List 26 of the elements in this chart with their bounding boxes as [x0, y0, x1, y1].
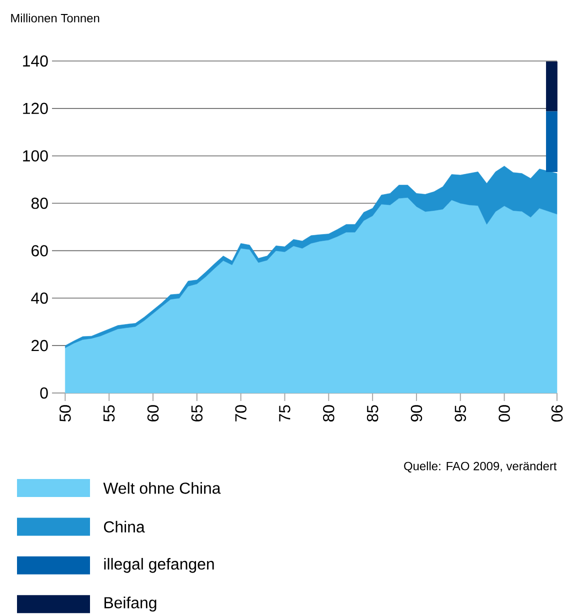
legend-label: Welt ohne China	[103, 482, 221, 494]
x-tick-label: 70	[235, 405, 246, 422]
y-tick-label: 60	[32, 245, 48, 256]
legend-label: China	[104, 520, 145, 533]
x-tick-label: 55	[104, 405, 115, 422]
x-tick-label: 06	[551, 405, 563, 422]
x-tick-label: 80	[323, 405, 334, 422]
x-tick-label: 50	[60, 405, 71, 422]
y-tick-label: 120	[23, 102, 48, 114]
legend-label: illegal gefangen	[104, 558, 214, 573]
y-tick-label: 100	[23, 150, 48, 162]
x-tick-label: 60	[147, 405, 159, 422]
x-tick-label: 75	[279, 405, 290, 422]
y-axis-title: Millionen Tonnen	[11, 14, 100, 22]
source-note: Quelle: FAO 2009, verändert	[404, 462, 557, 472]
y-tick-label: 140	[23, 55, 48, 67]
y-tick-label: 0	[40, 387, 48, 399]
x-tick-label: 65	[191, 405, 203, 422]
y-tick-label: 40	[31, 292, 48, 304]
x-tick-label: 95	[454, 405, 466, 422]
x-tick-label: 00	[498, 405, 510, 422]
legend-label: Beifang	[104, 596, 156, 612]
y-tick-label: 20	[32, 340, 48, 352]
x-tick-label: 85	[366, 405, 378, 422]
x-tick-label: 90	[410, 405, 422, 422]
y-tick-label: 80	[31, 198, 48, 209]
